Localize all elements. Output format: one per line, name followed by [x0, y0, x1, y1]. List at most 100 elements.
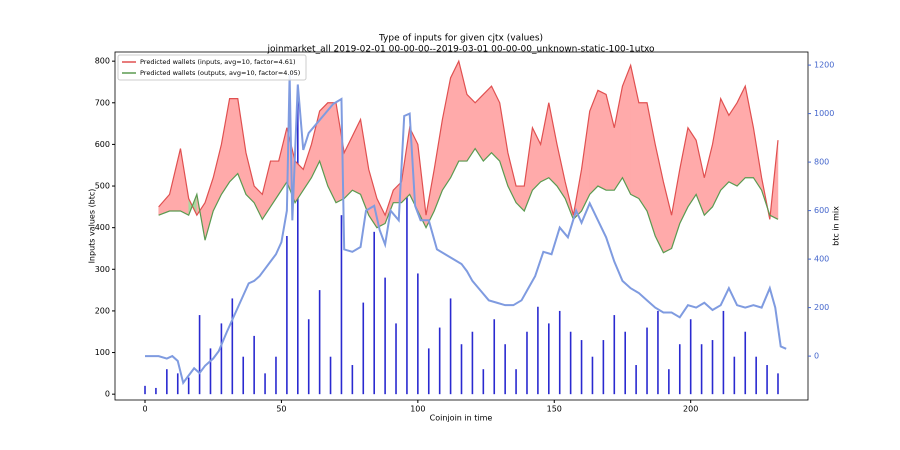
bar	[755, 356, 757, 395]
series-line	[158, 147, 779, 254]
bar	[569, 331, 572, 395]
bar	[624, 331, 627, 395]
y2-tick-label: 600	[814, 206, 829, 215]
bar	[384, 277, 386, 395]
bar	[362, 302, 365, 395]
x-tick-label: 100	[410, 405, 425, 414]
legend-label: Predicted wallets (inputs, avg=10, facto…	[140, 58, 296, 66]
fill-between	[638, 102, 648, 212]
y-tick-label: 0	[105, 390, 110, 399]
bar	[777, 373, 779, 395]
bar	[242, 356, 245, 395]
series-line	[145, 74, 787, 386]
bar	[395, 323, 397, 395]
bar	[438, 327, 441, 395]
y2-tick-label: 200	[814, 303, 829, 312]
fill-between	[360, 119, 369, 216]
bar	[657, 310, 659, 395]
bar	[537, 306, 539, 395]
bar	[155, 387, 157, 395]
y-tick-label: 600	[95, 140, 110, 149]
bar	[406, 173, 408, 395]
bar	[766, 365, 768, 395]
x-axis-label: Coinjoin in time	[430, 414, 493, 423]
bar	[187, 377, 190, 395]
bar	[264, 373, 266, 395]
bar	[329, 356, 332, 395]
bar	[449, 298, 452, 395]
fill-between	[221, 98, 230, 196]
bar	[635, 365, 637, 395]
y2-tick-label: 400	[814, 255, 829, 264]
chart-title: Type of inputs for given cjtx (values)	[378, 34, 543, 44]
y-tick-label: 700	[95, 98, 110, 107]
y-tick-label: 300	[95, 265, 110, 274]
bar	[471, 331, 474, 395]
fill-between	[491, 86, 500, 162]
fill-between	[442, 77, 451, 192]
bar	[482, 369, 485, 395]
fill-between	[728, 101, 738, 187]
y-tick-label: 800	[95, 57, 110, 66]
bar	[209, 348, 212, 395]
y-tick-label: 200	[95, 306, 110, 315]
fill-between	[687, 126, 697, 208]
bar	[646, 327, 648, 395]
bar	[318, 290, 321, 395]
bar	[733, 356, 736, 395]
bar	[220, 323, 223, 395]
bar	[231, 298, 234, 395]
bar	[351, 365, 354, 395]
fill-between	[663, 181, 672, 254]
fill-between	[614, 86, 623, 192]
y-axis-label: Inputs values (btc)	[88, 189, 97, 264]
bar	[504, 344, 506, 395]
plot-frame	[114, 51, 809, 401]
y2-tick-label: 1200	[814, 61, 834, 70]
fill-between	[589, 90, 599, 195]
bar	[166, 369, 168, 395]
bar	[493, 319, 496, 395]
fill-between	[704, 144, 713, 216]
x-tick-label: 50	[276, 405, 286, 414]
y2-axis-label: btc in mix	[832, 206, 841, 246]
fill-between	[483, 85, 492, 162]
bar	[722, 310, 725, 395]
bar	[275, 356, 277, 395]
fill-between	[368, 169, 378, 229]
x-tick-label: 150	[547, 405, 562, 414]
bar	[602, 340, 605, 395]
fill-between	[540, 102, 550, 183]
legend: Predicted wallets (inputs, avg=10, facto…	[117, 54, 307, 81]
bar	[144, 385, 146, 395]
fill-between	[212, 144, 222, 212]
bar	[678, 344, 681, 395]
bar	[515, 369, 517, 395]
fill-between	[622, 65, 631, 195]
bar	[668, 369, 670, 395]
bar	[460, 344, 463, 395]
y2-tick-label: 1000	[814, 109, 834, 118]
bar	[711, 340, 714, 395]
bar	[744, 331, 747, 395]
bar	[417, 273, 419, 395]
bar	[591, 356, 594, 395]
bar	[340, 215, 343, 395]
y2-tick-label: 800	[814, 158, 829, 167]
bar	[427, 348, 430, 395]
chart-subtitle: joinmarket_all 2019-02-01 00-00-00--2019…	[266, 45, 655, 55]
bar	[253, 335, 255, 395]
bar	[198, 315, 201, 395]
bar	[548, 323, 550, 395]
bar	[558, 310, 561, 395]
y-tick-label: 400	[95, 223, 110, 232]
bar	[286, 235, 288, 395]
bar	[580, 340, 583, 395]
series-line	[158, 59, 779, 220]
fill-between	[450, 61, 460, 178]
plot-area	[144, 59, 787, 395]
bar	[700, 344, 703, 395]
fill-between	[548, 102, 558, 187]
fill-between	[712, 98, 721, 207]
